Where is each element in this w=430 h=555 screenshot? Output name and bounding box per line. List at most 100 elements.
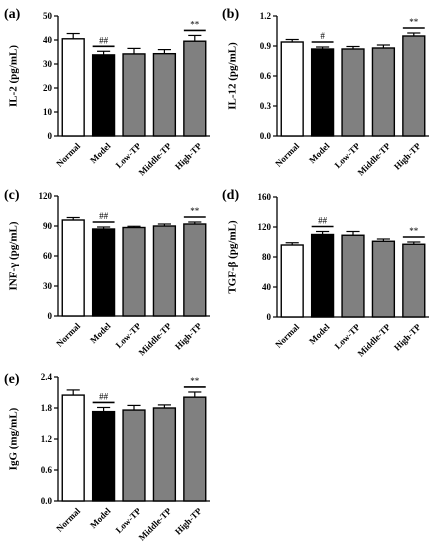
- y-tick-label: 120: [39, 191, 53, 201]
- y-axis-title: IL-2 (pg/mL): [8, 45, 20, 107]
- bar-high-tp: [183, 396, 207, 502]
- y-tick-label: 0: [267, 312, 272, 322]
- y-axis-title: TGF-β (pg/mL): [227, 220, 239, 294]
- bar-low-tp: [341, 234, 365, 318]
- y-tick-label: 0.0: [260, 131, 272, 141]
- bar-normal: [61, 219, 85, 317]
- x-tick-label: Model: [307, 322, 332, 347]
- bar-low-tp: [122, 226, 146, 317]
- y-tick-label: 1.2: [41, 434, 53, 444]
- bar-middle-tp: [371, 240, 396, 318]
- x-tick-label: Model: [307, 141, 332, 166]
- panel-c: (c) INF-γ (pg/mL) 0 30 60 90 120 Normal Model Low…: [4, 188, 210, 358]
- significance-mark: **: [409, 17, 419, 27]
- panel-label: (c): [4, 188, 20, 203]
- y-tick-label: 0: [48, 131, 53, 141]
- x-tick-label: High-TP: [173, 141, 204, 172]
- y-tick-label: 50: [43, 11, 53, 21]
- x-tick-label: Middle-TP: [356, 322, 393, 359]
- x-tick-label: Normal: [273, 141, 301, 169]
- bar-model: [91, 410, 116, 502]
- x-tick-label: High-TP: [392, 322, 423, 353]
- bar-model: [310, 233, 335, 318]
- panel-e: (e) IgG (mg/mL) 0.0 0.6 1.2 1.8 2.4 Normal Model…: [4, 372, 210, 543]
- x-tick-label: Low-TP: [333, 141, 363, 171]
- bar-high-tp: [402, 35, 426, 137]
- y-tick-label: 20: [43, 83, 53, 93]
- bar-high-tp: [402, 243, 426, 318]
- y-tick-label: 0.6: [41, 465, 53, 475]
- x-tick-label: Normal: [273, 322, 301, 350]
- panel-label: (a): [4, 7, 21, 22]
- x-tick-label: Normal: [54, 506, 82, 534]
- bar-high-tp: [183, 223, 207, 317]
- bar-normal: [61, 38, 85, 137]
- panel-label: (b): [222, 7, 239, 22]
- y-tick-label: 0: [48, 311, 53, 321]
- bar-high-tp: [183, 40, 207, 137]
- x-tick-label: Middle-TP: [137, 321, 174, 358]
- y-tick-label: 2.4: [41, 372, 53, 382]
- panel-b: (b) IL-12 (pg/mL) 0.0 0.3 0.6 0.9 1.2 Normal Mod…: [222, 7, 429, 178]
- panel-label: (d): [222, 188, 239, 203]
- bar-normal: [280, 244, 304, 318]
- x-tick-label: Low-TP: [114, 321, 144, 351]
- y-tick-label: 120: [258, 222, 272, 232]
- bar-model: [310, 48, 335, 137]
- x-tick-label: Model: [88, 506, 113, 531]
- y-tick-label: 0.3: [260, 101, 272, 111]
- bar-middle-tp: [152, 52, 177, 137]
- x-tick-label: Model: [88, 321, 113, 346]
- y-axis-title: IgG (mg/mL): [8, 407, 20, 470]
- x-tick-label: Low-TP: [114, 141, 144, 171]
- y-tick-label: 0.0: [41, 496, 53, 506]
- significance-mark: **: [409, 226, 419, 236]
- bar-model: [91, 54, 116, 137]
- significance-mark: **: [190, 376, 200, 386]
- bar-model: [91, 228, 116, 317]
- significance-mark: ##: [99, 391, 109, 401]
- significance-mark: **: [190, 19, 200, 29]
- x-tick-label: Low-TP: [333, 322, 363, 352]
- panel-d: (d) TGF-β (pg/mL) 0 40 80 120 160 Normal Model Lo…: [222, 188, 429, 359]
- y-tick-label: 0.6: [260, 71, 272, 81]
- bar-low-tp: [122, 409, 146, 502]
- panel-a: (a) IL-2 (pg/mL) 0 10 20 30 40 50 Normal Model Low…: [4, 7, 210, 178]
- y-tick-label: 40: [43, 35, 53, 45]
- y-tick-label: 40: [262, 282, 272, 292]
- y-tick-label: 160: [258, 192, 272, 202]
- panel-label: (e): [4, 372, 20, 387]
- x-tick-label: High-TP: [392, 141, 423, 172]
- y-tick-label: 1.2: [260, 11, 272, 21]
- bar-middle-tp: [152, 407, 177, 502]
- y-tick-label: 0.9: [260, 41, 272, 51]
- x-tick-label: Middle-TP: [137, 506, 174, 543]
- y-axis-title: INF-γ (pg/mL): [8, 221, 20, 290]
- significance-mark: ##: [99, 211, 109, 221]
- bar-low-tp: [341, 48, 365, 137]
- x-tick-label: High-TP: [173, 506, 204, 537]
- bar-low-tp: [122, 53, 146, 137]
- significance-mark: ##: [318, 216, 328, 226]
- x-tick-label: Middle-TP: [356, 141, 393, 178]
- y-tick-label: 90: [43, 221, 53, 231]
- y-tick-label: 10: [43, 107, 53, 117]
- y-tick-label: 60: [43, 251, 53, 261]
- y-tick-label: 1.8: [41, 403, 53, 413]
- significance-mark: #: [320, 31, 325, 41]
- y-tick-label: 30: [43, 281, 53, 291]
- y-tick-label: 80: [262, 252, 272, 262]
- significance-mark: ##: [99, 35, 109, 45]
- x-tick-label: Low-TP: [114, 506, 144, 536]
- y-axis-title: IL-12 (pg/mL): [227, 42, 239, 110]
- bar-middle-tp: [152, 225, 177, 317]
- x-tick-label: High-TP: [173, 321, 204, 352]
- x-tick-label: Normal: [54, 321, 82, 349]
- bar-middle-tp: [371, 47, 396, 137]
- x-tick-label: Normal: [54, 141, 82, 169]
- x-tick-label: Middle-TP: [137, 141, 174, 178]
- bar-normal: [61, 394, 85, 502]
- significance-mark: **: [190, 206, 200, 216]
- y-tick-label: 30: [43, 59, 53, 69]
